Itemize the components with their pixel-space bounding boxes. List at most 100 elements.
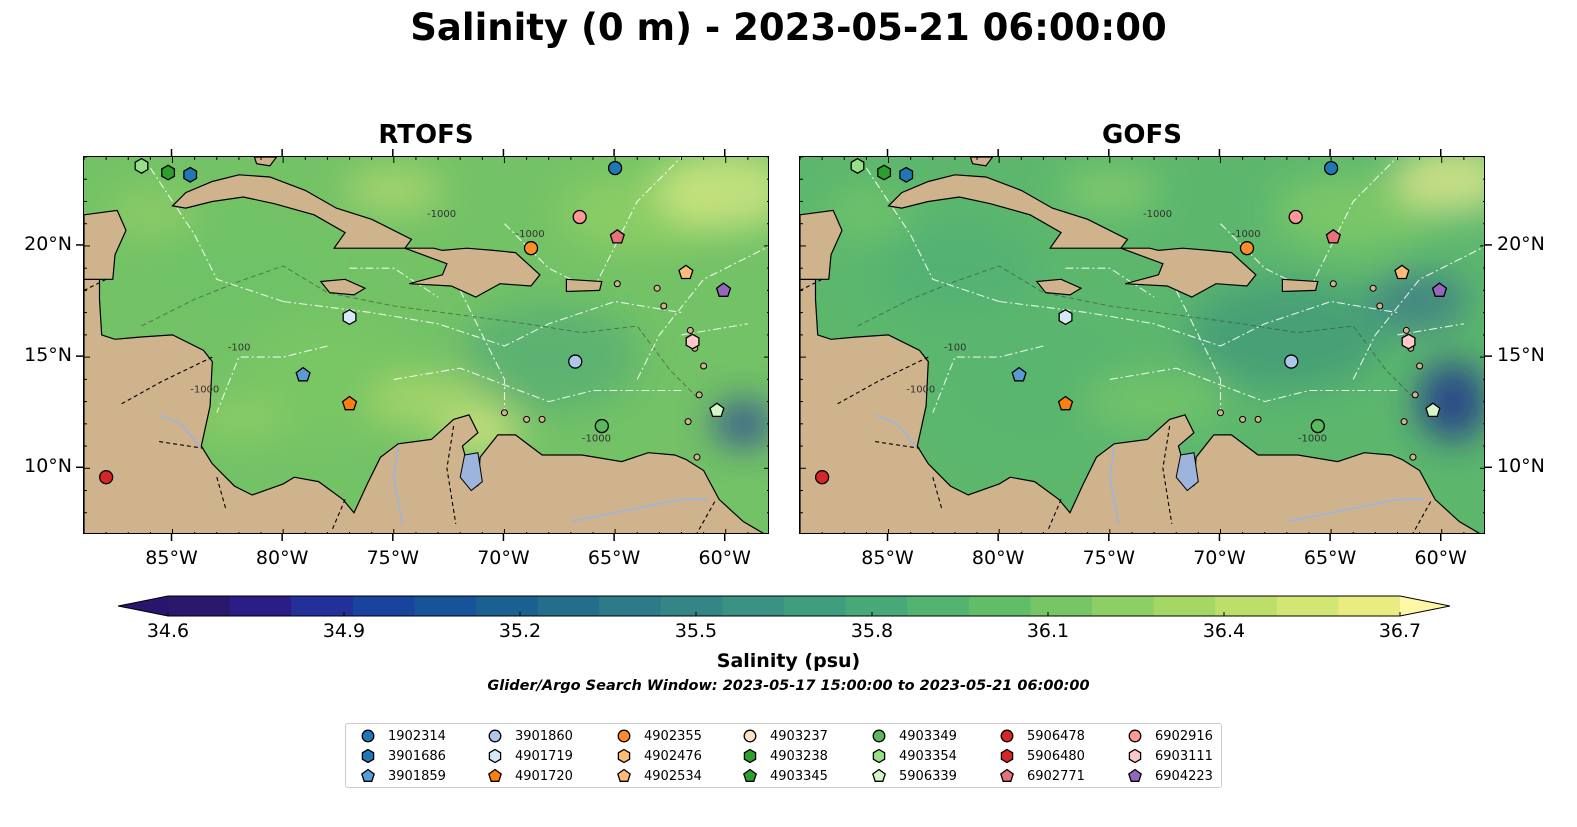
tick-marks bbox=[84, 157, 768, 533]
float-marker-6902916 bbox=[572, 209, 587, 225]
contour-label: -1000 bbox=[516, 229, 545, 240]
float-marker-4901720 bbox=[341, 395, 358, 411]
search-window-caption: Glider/Argo Search Window: 2023-05-17 15… bbox=[487, 678, 1090, 694]
country-border bbox=[1162, 425, 1173, 524]
float-legend: 1902314 3901686 3901859 3901860 4901719 49017… bbox=[345, 723, 1222, 788]
legend-marker-icon bbox=[488, 729, 502, 743]
legend-item: 3901686 bbox=[360, 747, 446, 765]
float-marker-3901859 bbox=[295, 366, 311, 382]
float-marker-6904223 bbox=[715, 282, 732, 297]
legend-item: 5906339 bbox=[871, 767, 957, 785]
legend-marker-4903345 bbox=[743, 768, 757, 782]
legend-label: 5906478 bbox=[1027, 728, 1085, 744]
island bbox=[500, 409, 508, 417]
land-florida bbox=[253, 157, 278, 167]
legend-marker-5906339 bbox=[872, 768, 886, 782]
legend-marker-icon bbox=[1128, 748, 1142, 764]
colorbar-segment bbox=[229, 596, 292, 616]
legend-marker-icon bbox=[743, 748, 757, 764]
land-jamaica bbox=[1035, 278, 1083, 296]
float-marker-3901686 bbox=[899, 166, 914, 183]
island bbox=[684, 418, 692, 426]
island bbox=[1411, 391, 1419, 399]
lon-tick-label: 75°W bbox=[1082, 547, 1136, 569]
salinity-map-rtofs: -100 -1000 -1000 -1000 -1000 bbox=[84, 157, 768, 533]
legend-marker-icon bbox=[361, 748, 375, 764]
colorbar-segment bbox=[1030, 596, 1093, 616]
colorbar-extend-under bbox=[118, 596, 168, 616]
legend-item: 4903237 bbox=[742, 727, 828, 745]
legend-item: 4902355 bbox=[616, 727, 702, 745]
legend-marker-4902534 bbox=[617, 768, 631, 782]
colorbar-label: Salinity (psu) bbox=[716, 650, 861, 672]
contour-label: -1000 bbox=[906, 385, 935, 396]
legend-marker-5906478 bbox=[1000, 729, 1014, 743]
legend-marker-4902476 bbox=[617, 748, 631, 764]
colorbar-tick-label: 34.6 bbox=[146, 620, 190, 642]
island bbox=[538, 415, 546, 423]
legend-marker-6902916 bbox=[1128, 729, 1142, 743]
float-marker-4902355 bbox=[523, 241, 539, 256]
eez-boundary bbox=[459, 290, 506, 413]
legend-marker-icon bbox=[617, 729, 631, 743]
float-marker-4903349 bbox=[1310, 418, 1325, 434]
lon-tick-label: 85°W bbox=[861, 547, 914, 569]
country-border bbox=[932, 477, 943, 509]
float-marker-6902771 bbox=[1325, 228, 1341, 244]
legend-label: 4903238 bbox=[770, 748, 828, 764]
legend-label: 3901686 bbox=[388, 748, 446, 764]
eez-boundary bbox=[865, 167, 1000, 303]
lon-tick-label: 60°W bbox=[698, 547, 751, 569]
legend-marker-6904223 bbox=[1128, 768, 1142, 782]
island bbox=[693, 453, 701, 461]
float-marker-6904223 bbox=[1431, 282, 1448, 297]
legend-item: 5906480 bbox=[999, 747, 1085, 765]
contour-label: -1000 bbox=[427, 209, 456, 220]
legend-label: 4901720 bbox=[515, 768, 573, 784]
island bbox=[523, 415, 531, 423]
legend-item: 1902314 bbox=[360, 727, 446, 745]
land-central bbox=[84, 278, 764, 533]
eez-boundary bbox=[636, 246, 768, 380]
legend-label: 4903354 bbox=[899, 748, 957, 764]
float-marker-4902534 bbox=[678, 264, 694, 280]
legend-label: 4903345 bbox=[770, 768, 828, 784]
country-border bbox=[121, 356, 213, 405]
eez-boundary bbox=[149, 167, 284, 303]
float-marker-5906478 bbox=[814, 470, 830, 485]
colorbar-segment bbox=[168, 596, 231, 616]
float-marker-4902534 bbox=[1394, 264, 1410, 280]
legend-item: 3901859 bbox=[360, 767, 446, 785]
land-florida bbox=[969, 157, 994, 167]
colorbar-segment bbox=[1153, 596, 1216, 616]
colorbar-segment bbox=[352, 596, 415, 616]
legend-marker-4901719 bbox=[488, 748, 502, 764]
colorbar-segment bbox=[291, 596, 354, 616]
legend-marker-4903238 bbox=[743, 748, 757, 764]
colorbar-extend-over bbox=[1400, 596, 1450, 616]
country-border bbox=[837, 356, 929, 405]
float-marker-4901720 bbox=[1057, 395, 1074, 411]
legend-item: 4902534 bbox=[616, 767, 702, 785]
legend-marker-icon bbox=[488, 768, 502, 782]
lat-tick-label: 20°N bbox=[24, 232, 72, 255]
legend-label: 6903111 bbox=[1155, 748, 1213, 764]
contour-label: -1000 bbox=[582, 434, 611, 445]
legend-marker-6903111 bbox=[1128, 748, 1142, 764]
legend-item: 4903345 bbox=[742, 767, 828, 785]
float-marker-3901860 bbox=[1284, 354, 1299, 369]
legend-item: 4903354 bbox=[871, 747, 957, 765]
legend-marker-4903237 bbox=[743, 729, 757, 743]
salinity-field bbox=[821, 157, 1484, 442]
panel-title-rtofs: RTOFS bbox=[378, 120, 474, 150]
river bbox=[1286, 498, 1424, 523]
colorbar-segment bbox=[1276, 596, 1339, 616]
land-jamaica bbox=[319, 278, 367, 296]
country-border bbox=[446, 425, 457, 524]
legend-label: 4903237 bbox=[770, 728, 828, 744]
eez-boundary bbox=[349, 267, 439, 298]
island bbox=[653, 284, 661, 292]
colorbar-segment bbox=[907, 596, 970, 616]
legend-label: 6902771 bbox=[1027, 768, 1085, 784]
colorbar-tick-label: 36.4 bbox=[1202, 620, 1246, 642]
